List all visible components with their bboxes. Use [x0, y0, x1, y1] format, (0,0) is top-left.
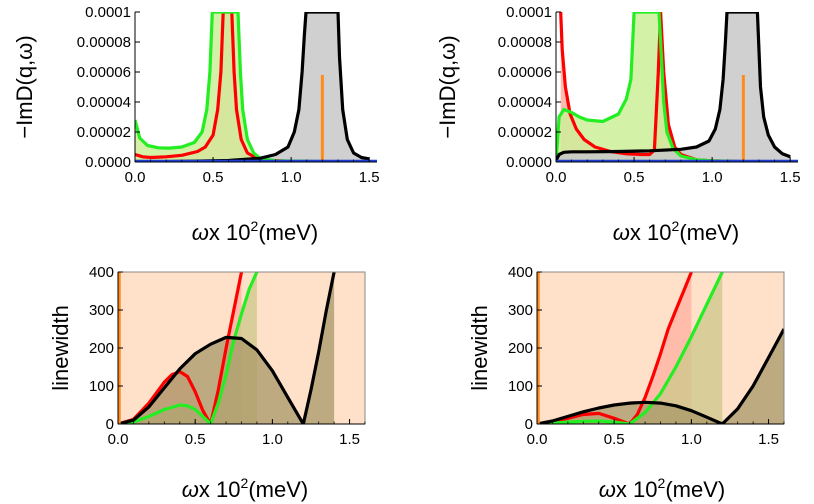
- x-tick-label: 1.5: [758, 431, 779, 448]
- x-axis-label: ωx 102(meV): [599, 475, 725, 502]
- series-black-fill: [556, 12, 791, 162]
- series-green-fill: [537, 272, 723, 424]
- x-tick-label: 1.0: [281, 169, 302, 186]
- x-axis-label: ωx 102(meV): [182, 475, 308, 502]
- x-axis-label-scale: x 10: [199, 477, 241, 502]
- x-axis-label-omega: ω: [599, 477, 616, 502]
- y-tick-label: 0.00006: [77, 64, 131, 81]
- x-tick-label: 0.5: [604, 431, 625, 448]
- x-tick-label: 0.5: [203, 169, 224, 186]
- y-tick-label: 0.00008: [77, 34, 131, 51]
- y-tick-label: 400: [89, 264, 114, 281]
- x-axis-label-exponent: 2: [658, 475, 666, 491]
- x-tick-label: 1.0: [262, 431, 283, 448]
- y-tick-label: 200: [508, 340, 533, 357]
- y-tick-label: 200: [89, 340, 114, 357]
- y-tick-label: 0.0001: [85, 4, 131, 21]
- series-green-line: [556, 12, 791, 162]
- x-tick-label: 1.0: [702, 169, 723, 186]
- y-tick-label: 0.00004: [77, 94, 131, 111]
- y-tick-label: 0.0000: [506, 154, 552, 171]
- y-axis-label: linewidth: [467, 305, 492, 391]
- series-red-fill: [537, 272, 692, 424]
- x-axis-label-exponent: 2: [672, 218, 680, 234]
- x-axis-label-unit: (meV): [258, 220, 318, 245]
- series-black-line: [537, 328, 784, 424]
- y-tick-label: 0.00004: [498, 94, 552, 111]
- y-tick-label: 100: [89, 378, 114, 395]
- series-red-line: [537, 272, 693, 424]
- y-tick-label: 0: [106, 416, 114, 433]
- x-axis-label: ωx 102(meV): [613, 218, 739, 245]
- panel-bottom-left: 0.0 0.5 1.0 1.5 0 100 200 300 400 linewidth ωx 1…: [48, 264, 366, 502]
- x-tick-label: 0.0: [546, 169, 567, 186]
- x-axis-label-unit: (meV): [248, 477, 308, 502]
- y-tick-label: 0.0001: [506, 4, 552, 21]
- x-axis-label-unit: (meV): [665, 477, 725, 502]
- y-tick-label: 0: [525, 416, 533, 433]
- x-tick-label: 0.0: [125, 169, 146, 186]
- y-axis-label: −ImD(q,ω): [12, 35, 37, 138]
- y-tick-label: 0.00002: [498, 124, 552, 141]
- series-green-line: [135, 12, 370, 162]
- x-axis-label-scale: x 10: [209, 220, 251, 245]
- y-tick-label: 0.00006: [498, 64, 552, 81]
- series-red-line: [118, 272, 244, 424]
- y-tick-label: 0.00008: [498, 34, 552, 51]
- panel-top-right: 0.0 0.5 1.0 1.5 0.0000 0.00002 0.00004 0.00006 0…: [435, 4, 801, 245]
- y-axis-label: linewidth: [48, 305, 73, 391]
- y-tick-label: 300: [89, 302, 114, 319]
- x-axis-label-exponent: 2: [251, 218, 259, 234]
- x-tick-label: 1.0: [681, 431, 702, 448]
- x-axis-label-scale: x 10: [630, 220, 672, 245]
- x-axis-label-scale: x 10: [616, 477, 658, 502]
- x-tick-label: 0.5: [624, 169, 645, 186]
- series-green-line: [118, 272, 259, 424]
- x-axis-label-omega: ω: [192, 220, 209, 245]
- series-black-line: [118, 272, 336, 424]
- x-tick-label: 0.0: [527, 431, 548, 448]
- x-axis-label-omega: ω: [182, 477, 199, 502]
- y-axis-label: −ImD(q,ω): [435, 35, 460, 138]
- y-tick-label: 100: [508, 378, 533, 395]
- y-tick-label: 300: [508, 302, 533, 319]
- series-black-fill: [135, 12, 370, 162]
- series-black-fill: [537, 329, 784, 424]
- panel-bottom-right: 0.0 0.5 1.0 1.5 0 100 200 300 400 linewidth ωx 1…: [467, 264, 785, 502]
- x-tick-label: 1.5: [339, 431, 360, 448]
- x-tick-label: 0.5: [185, 431, 206, 448]
- x-axis-label: ωx 102(meV): [192, 218, 318, 245]
- x-tick-label: 1.5: [780, 169, 801, 186]
- x-tick-label: 0.0: [108, 431, 129, 448]
- x-axis-label-omega: ω: [613, 220, 630, 245]
- x-tick-label: 1.5: [359, 169, 380, 186]
- y-tick-label: 0.0000: [85, 154, 131, 171]
- panel-top-left: 0.0 0.5 1.0 1.5 0.0000 0.00002 0.00004 0.00006 0…: [12, 4, 380, 245]
- y-tick-label: 0.00002: [77, 124, 131, 141]
- x-axis-label-exponent: 2: [241, 475, 249, 491]
- x-axis-label-unit: (meV): [679, 220, 739, 245]
- series-green-fill: [556, 12, 791, 162]
- series-black-line: [556, 12, 791, 162]
- y-tick-label: 400: [508, 264, 533, 281]
